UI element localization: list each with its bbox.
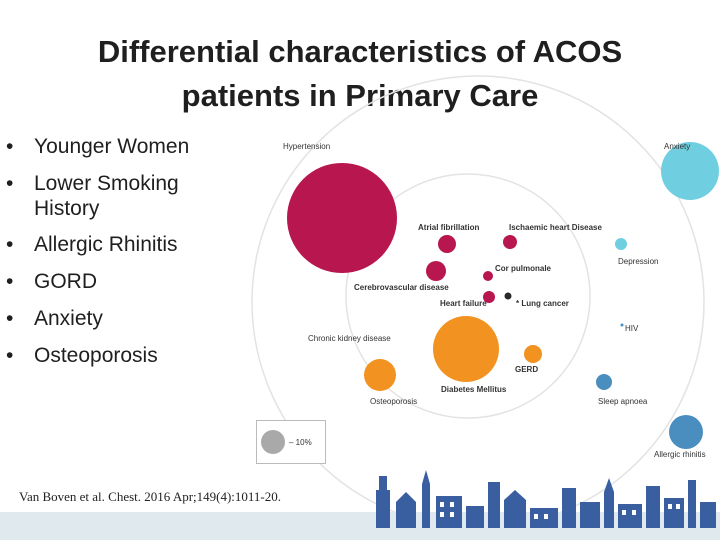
legend-bubble bbox=[261, 430, 285, 454]
bullet-glyph: • bbox=[6, 270, 14, 293]
cerebrovascular-disease-bubble bbox=[426, 261, 446, 281]
bullet-item: • Allergic Rhinitis bbox=[6, 233, 236, 258]
bullet-item: • Lower Smoking History bbox=[6, 172, 236, 221]
slide-title: Differential characteristics of ACOS pat… bbox=[40, 30, 680, 118]
bullet-item: • GORD bbox=[6, 270, 236, 295]
ischaemic-heart-disease-label: Ischaemic heart Disease bbox=[509, 223, 602, 232]
cor-pulmonale-label: Cor pulmonale bbox=[495, 264, 552, 273]
bullet-text: Osteoporosis bbox=[34, 344, 158, 367]
osteoporosis-bubble bbox=[364, 359, 396, 391]
osteoporosis-label: Osteoporosis bbox=[370, 397, 417, 406]
outer-ring bbox=[251, 75, 705, 512]
bullet-text: Anxiety bbox=[34, 307, 103, 330]
bullet-item: • Younger Women bbox=[6, 135, 236, 160]
bullet-item: • Anxiety bbox=[6, 307, 236, 332]
bullet-text: Allergic Rhinitis bbox=[34, 233, 178, 256]
bullet-glyph: • bbox=[6, 172, 14, 195]
bullet-text: Lower Smoking History bbox=[34, 172, 179, 220]
bullet-glyph: • bbox=[6, 233, 14, 256]
bullet-list: • Younger Women • Lower Smoking History • A… bbox=[6, 135, 236, 381]
comorbidity-bubble-diagram: Hypertension Anxiety Atrial fibrillation… bbox=[251, 75, 719, 512]
chronic-kidney-disease-label: Chronic kidney disease bbox=[308, 334, 391, 343]
diabetes-mellitus-label: Diabetes Mellitus bbox=[441, 385, 507, 394]
hiv-bubble bbox=[620, 323, 624, 327]
hiv-label: HIV bbox=[625, 324, 639, 333]
sleep-apnoea-bubble bbox=[596, 374, 612, 390]
city-skyline-logo bbox=[376, 470, 716, 528]
bullet-text: GORD bbox=[34, 270, 97, 293]
anxiety-bubble bbox=[661, 142, 719, 200]
hypertension-label: Hypertension bbox=[283, 142, 330, 151]
cerebrovascular-disease-label: Cerebrovascular disease bbox=[354, 283, 449, 292]
size-legend: – 10% bbox=[256, 420, 326, 464]
depression-bubble bbox=[615, 238, 627, 250]
bullet-item: • Osteoporosis bbox=[6, 344, 236, 369]
gerd-bubble bbox=[524, 345, 542, 363]
allergic-rhinitis-bubble bbox=[669, 415, 703, 449]
cor-pulmonale-bubble bbox=[483, 271, 493, 281]
ischaemic-heart-disease-bubble bbox=[503, 235, 517, 249]
heart-failure-bubble bbox=[483, 291, 495, 303]
bullet-text: Younger Women bbox=[34, 135, 190, 158]
citation: Van Boven et al. Chest. 2016 Apr;149(4):… bbox=[19, 489, 282, 504]
lung-cancer-label: * Lung cancer bbox=[516, 299, 569, 308]
bullet-glyph: • bbox=[6, 135, 14, 158]
gerd-label: GERD bbox=[515, 365, 538, 374]
lung-cancer-bubble bbox=[504, 292, 512, 300]
atrial-fibrillation-label: Atrial fibrillation bbox=[418, 223, 479, 232]
legend-value: – 10% bbox=[289, 438, 312, 447]
inner-ring bbox=[345, 173, 591, 419]
title-line-1: Differential characteristics of ACOS bbox=[97, 34, 623, 69]
hypertension-bubble bbox=[287, 163, 397, 273]
depression-label: Depression bbox=[618, 257, 658, 266]
atrial-fibrillation-bubble bbox=[438, 235, 456, 253]
bullet-glyph: • bbox=[6, 307, 14, 330]
title-line-2: patients in Primary Care bbox=[181, 78, 539, 113]
legend-graphic: – 10% bbox=[261, 430, 312, 454]
sleep-apnoea-label: Sleep apnoea bbox=[598, 397, 648, 406]
allergic-rhinitis-label: Allergic rhinitis bbox=[654, 450, 706, 459]
bullet-glyph: • bbox=[6, 344, 14, 367]
diabetes-mellitus-bubble bbox=[433, 316, 499, 382]
anxiety-label: Anxiety bbox=[664, 142, 690, 151]
heart-failure-label: Heart failure bbox=[440, 299, 487, 308]
